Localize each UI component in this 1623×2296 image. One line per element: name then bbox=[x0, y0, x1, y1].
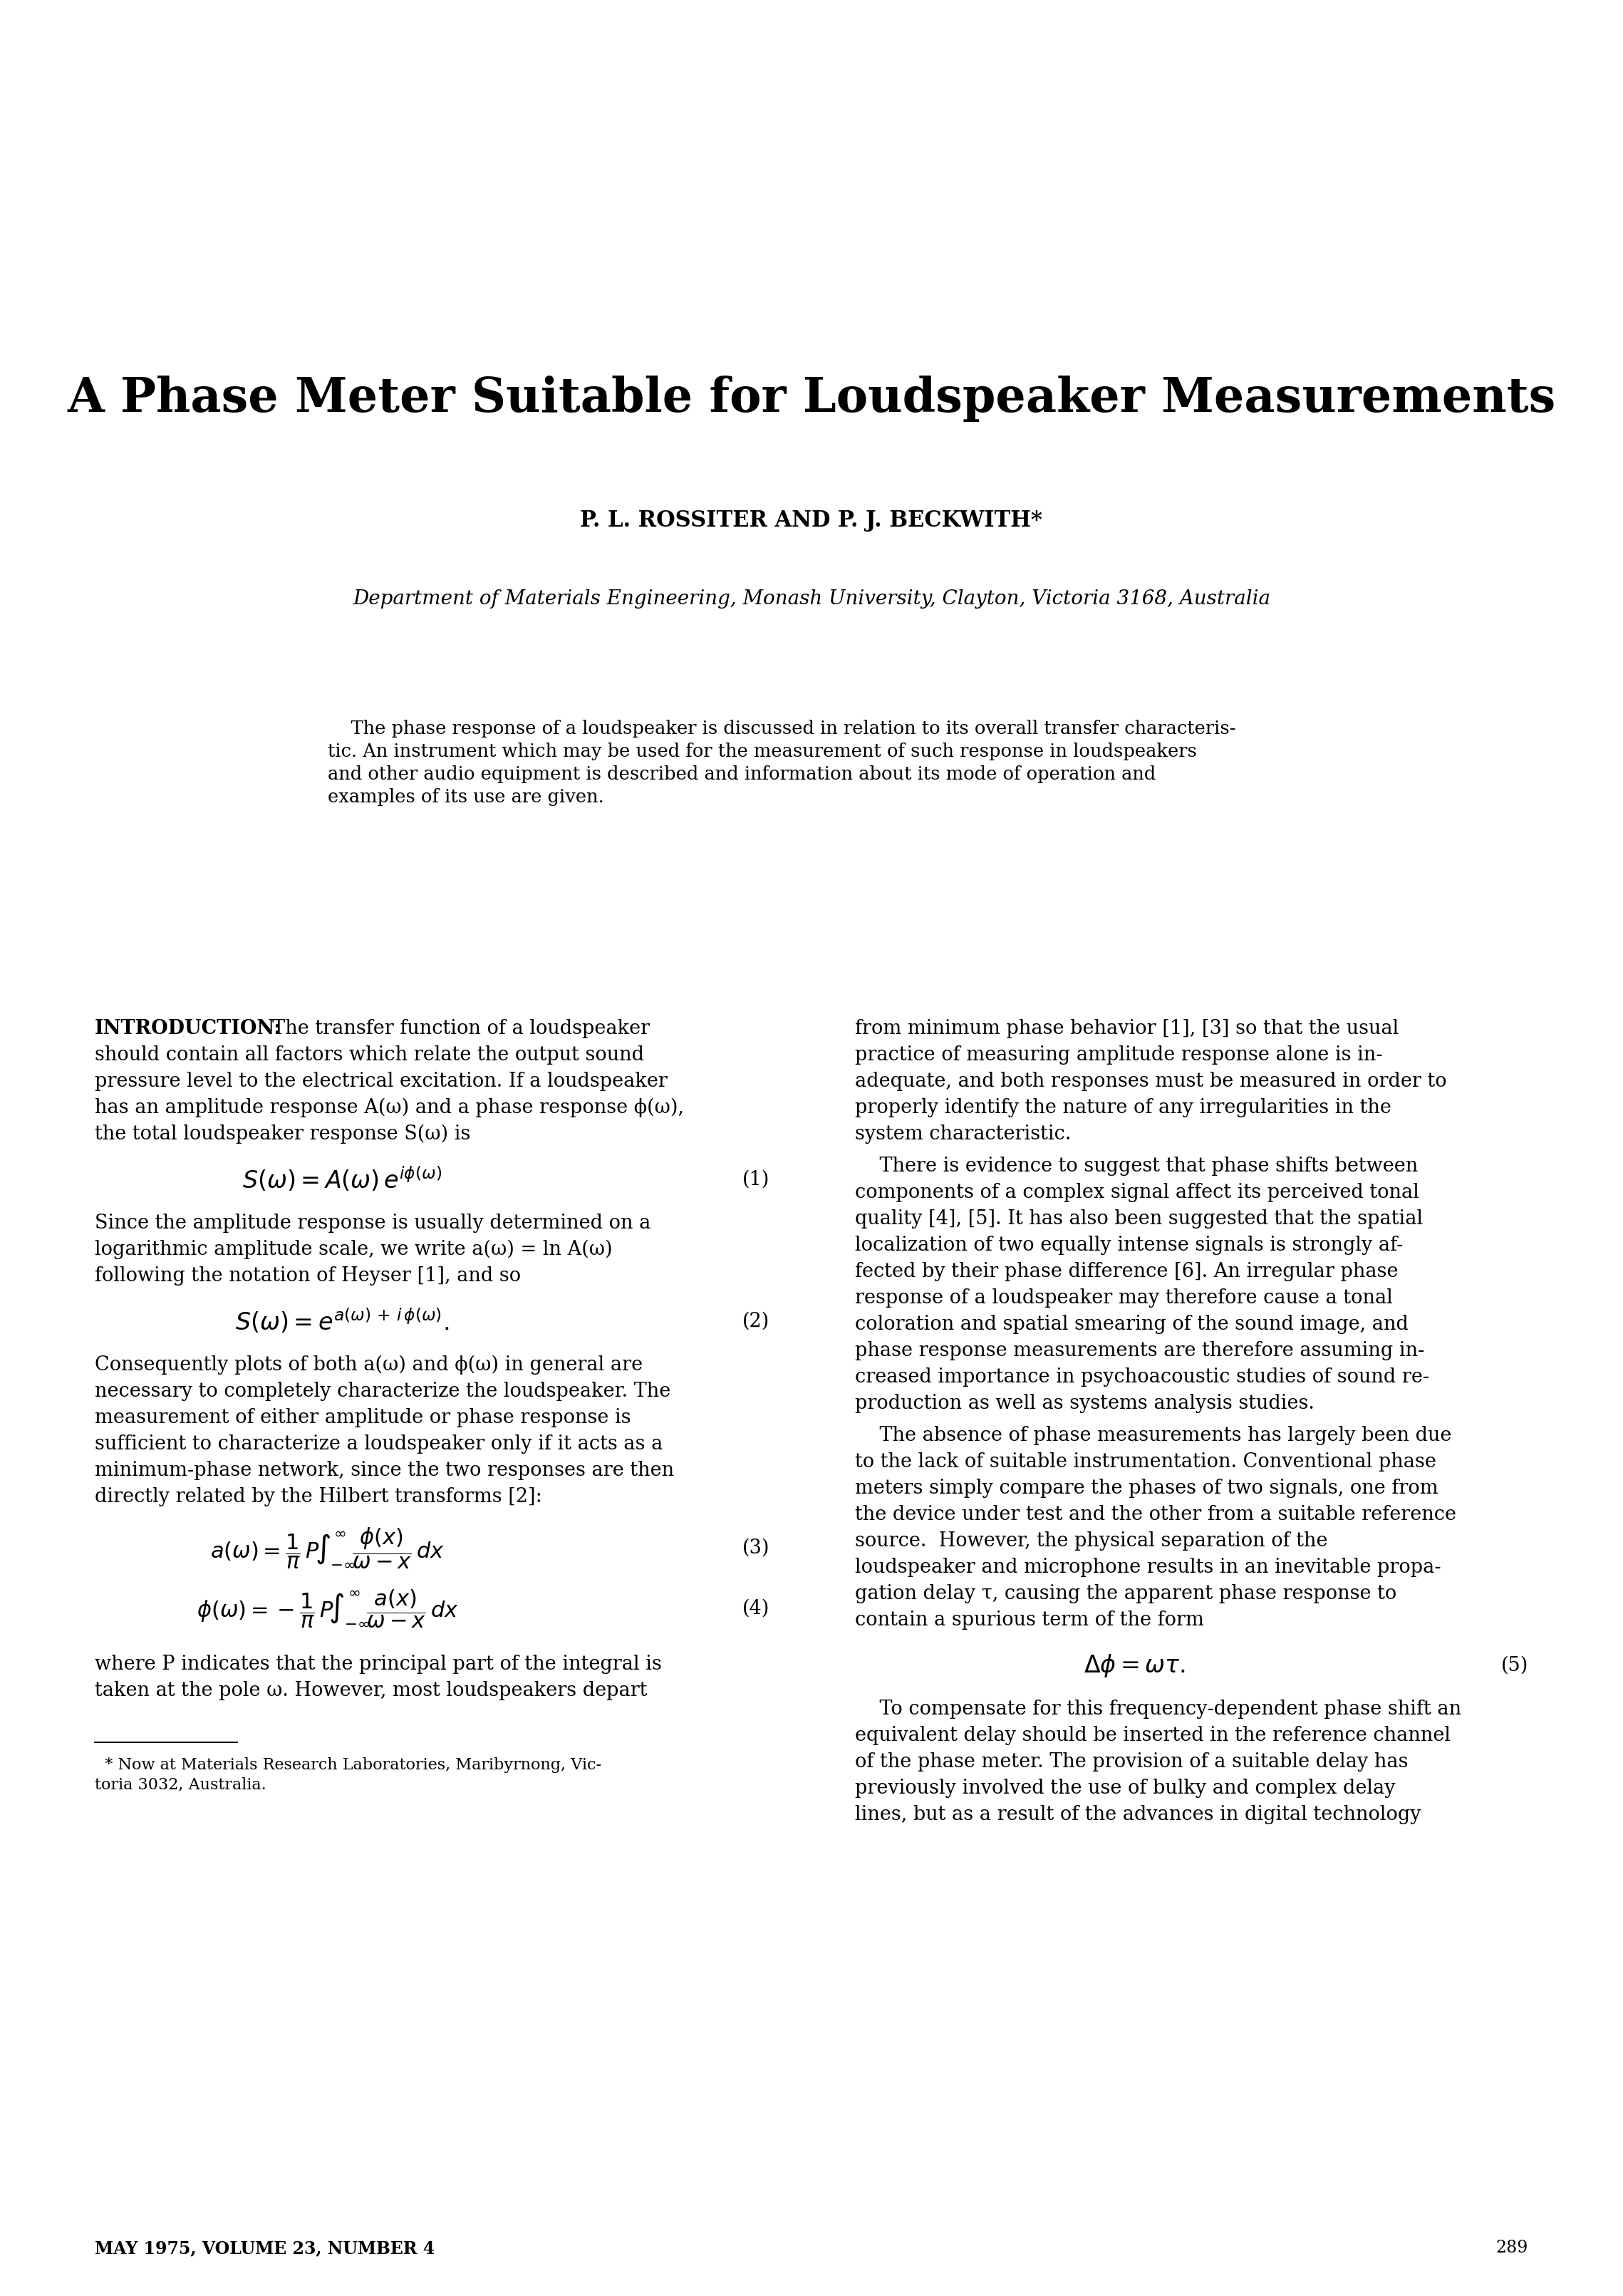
Text: (4): (4) bbox=[742, 1598, 769, 1616]
Text: adequate, and both responses must be measured in order to: adequate, and both responses must be mea… bbox=[855, 1072, 1446, 1091]
Text: $S(\omega) = e^{a(\omega)\,+\,i\,\phi(\omega)}.$: $S(\omega) = e^{a(\omega)\,+\,i\,\phi(\o… bbox=[235, 1306, 450, 1334]
Text: creased importance in psychoacoustic studies of sound re-: creased importance in psychoacoustic stu… bbox=[855, 1366, 1430, 1387]
Text: minimum-phase network, since the two responses are then: minimum-phase network, since the two res… bbox=[94, 1460, 674, 1479]
Text: system characteristic.: system characteristic. bbox=[855, 1125, 1071, 1143]
Text: equivalent delay should be inserted in the reference channel: equivalent delay should be inserted in t… bbox=[855, 1724, 1451, 1745]
Text: fected by their phase difference [6]. An irregular phase: fected by their phase difference [6]. An… bbox=[855, 1261, 1399, 1281]
Text: where P indicates that the principal part of the integral is: where P indicates that the principal par… bbox=[94, 1653, 662, 1674]
Text: lines, but as a result of the advances in digital technology: lines, but as a result of the advances i… bbox=[855, 1805, 1422, 1823]
Text: Since the amplitude response is usually determined on a: Since the amplitude response is usually … bbox=[94, 1212, 651, 1233]
Text: * Now at Materials Research Laboratories, Maribyrnong, Vic-: * Now at Materials Research Laboratories… bbox=[94, 1756, 602, 1773]
Text: source.  However, the physical separation of the: source. However, the physical separation… bbox=[855, 1531, 1328, 1550]
Text: practice of measuring amplitude response alone is in-: practice of measuring amplitude response… bbox=[855, 1045, 1383, 1065]
Text: To compensate for this frequency-dependent phase shift an: To compensate for this frequency-depende… bbox=[855, 1699, 1461, 1717]
Text: sufficient to characterize a loudspeaker only if it acts as a: sufficient to characterize a loudspeaker… bbox=[94, 1435, 662, 1453]
Text: response of a loudspeaker may therefore cause a tonal: response of a loudspeaker may therefore … bbox=[855, 1288, 1393, 1306]
Text: MAY 1975, VOLUME 23, NUMBER 4: MAY 1975, VOLUME 23, NUMBER 4 bbox=[94, 2239, 435, 2257]
Text: A Phase Meter Suitable for Loudspeaker Measurements: A Phase Meter Suitable for Loudspeaker M… bbox=[67, 377, 1556, 422]
Text: phase response measurements are therefore assuming in-: phase response measurements are therefor… bbox=[855, 1341, 1425, 1359]
Text: (5): (5) bbox=[1501, 1655, 1529, 1674]
Text: contain a spurious term of the form: contain a spurious term of the form bbox=[855, 1609, 1204, 1630]
Text: toria 3032, Australia.: toria 3032, Australia. bbox=[94, 1777, 266, 1791]
Text: necessary to completely characterize the loudspeaker. The: necessary to completely characterize the… bbox=[94, 1382, 670, 1401]
Text: previously involved the use of bulky and complex delay: previously involved the use of bulky and… bbox=[855, 1777, 1396, 1798]
Text: $\Delta\phi = \omega\tau.$: $\Delta\phi = \omega\tau.$ bbox=[1083, 1651, 1185, 1678]
Text: $\phi(\omega) = -\dfrac{1}{\pi}\,P\!\int_{-\infty}^{\infty}\!\dfrac{a(x)}{\omega: $\phi(\omega) = -\dfrac{1}{\pi}\,P\!\int… bbox=[196, 1589, 459, 1628]
Text: taken at the pole ω. However, most loudspeakers depart: taken at the pole ω. However, most louds… bbox=[94, 1681, 648, 1699]
Text: properly identify the nature of any irregularities in the: properly identify the nature of any irre… bbox=[855, 1097, 1391, 1118]
Text: has an amplitude response A(ω) and a phase response ϕ(ω),: has an amplitude response A(ω) and a pha… bbox=[94, 1097, 683, 1118]
Text: examples of its use are given.: examples of its use are given. bbox=[328, 788, 604, 806]
Text: from minimum phase behavior [1], [3] so that the usual: from minimum phase behavior [1], [3] so … bbox=[855, 1019, 1399, 1038]
Text: Department of Materials Engineering, Monash University, Clayton, Victoria 3168, : Department of Materials Engineering, Mon… bbox=[352, 588, 1271, 608]
Text: INTRODUCTION:: INTRODUCTION: bbox=[94, 1019, 282, 1038]
Text: 289: 289 bbox=[1496, 2239, 1529, 2255]
Text: pressure level to the electrical excitation. If a loudspeaker: pressure level to the electrical excitat… bbox=[94, 1072, 667, 1091]
Text: gation delay τ, causing the apparent phase response to: gation delay τ, causing the apparent pha… bbox=[855, 1584, 1397, 1603]
Text: and other audio equipment is described and information about its mode of operati: and other audio equipment is described a… bbox=[328, 765, 1156, 783]
Text: The absence of phase measurements has largely been due: The absence of phase measurements has la… bbox=[855, 1426, 1451, 1444]
Text: localization of two equally intense signals is strongly af-: localization of two equally intense sign… bbox=[855, 1235, 1404, 1254]
Text: to the lack of suitable instrumentation. Conventional phase: to the lack of suitable instrumentation.… bbox=[855, 1451, 1436, 1472]
Text: The transfer function of a loudspeaker: The transfer function of a loudspeaker bbox=[260, 1019, 649, 1038]
Text: the device under test and the other from a suitable reference: the device under test and the other from… bbox=[855, 1504, 1456, 1525]
Text: production as well as systems analysis studies.: production as well as systems analysis s… bbox=[855, 1394, 1315, 1412]
Text: Consequently plots of both a(ω) and ϕ(ω) in general are: Consequently plots of both a(ω) and ϕ(ω)… bbox=[94, 1355, 643, 1375]
Text: The phase response of a loudspeaker is discussed in relation to its overall tran: The phase response of a loudspeaker is d… bbox=[328, 719, 1235, 737]
Text: components of a complex signal affect its perceived tonal: components of a complex signal affect it… bbox=[855, 1182, 1419, 1201]
Text: directly related by the Hilbert transforms [2]:: directly related by the Hilbert transfor… bbox=[94, 1488, 542, 1506]
Text: measurement of either amplitude or phase response is: measurement of either amplitude or phase… bbox=[94, 1407, 631, 1426]
Text: P. L. ROSSITER AND P. J. BECKWITH*: P. L. ROSSITER AND P. J. BECKWITH* bbox=[581, 510, 1042, 530]
Text: (2): (2) bbox=[742, 1311, 769, 1329]
Text: There is evidence to suggest that phase shifts between: There is evidence to suggest that phase … bbox=[855, 1157, 1419, 1176]
Text: logarithmic amplitude scale, we write a(ω) = ln A(ω): logarithmic amplitude scale, we write a(… bbox=[94, 1240, 612, 1258]
Text: $S(\omega) = A(\omega)\, e^{i\phi(\omega)}$: $S(\omega) = A(\omega)\, e^{i\phi(\omega… bbox=[242, 1164, 441, 1194]
Text: meters simply compare the phases of two signals, one from: meters simply compare the phases of two … bbox=[855, 1479, 1438, 1497]
Text: the total loudspeaker response S(ω) is: the total loudspeaker response S(ω) is bbox=[94, 1125, 471, 1143]
Text: following the notation of Heyser [1], and so: following the notation of Heyser [1], an… bbox=[94, 1265, 521, 1286]
Text: quality [4], [5]. It has also been suggested that the spatial: quality [4], [5]. It has also been sugge… bbox=[855, 1210, 1423, 1228]
Text: should contain all factors which relate the output sound: should contain all factors which relate … bbox=[94, 1045, 644, 1065]
Text: tic. An instrument which may be used for the measurement of such response in lou: tic. An instrument which may be used for… bbox=[328, 742, 1196, 760]
Text: (1): (1) bbox=[742, 1169, 769, 1189]
Text: (3): (3) bbox=[742, 1538, 769, 1557]
Text: $a(\omega) = \dfrac{1}{\pi}\,P\!\int_{-\infty}^{\infty}\!\dfrac{\phi(x)}{\omega-: $a(\omega) = \dfrac{1}{\pi}\,P\!\int_{-\… bbox=[211, 1527, 445, 1568]
Text: loudspeaker and microphone results in an inevitable propa-: loudspeaker and microphone results in an… bbox=[855, 1557, 1441, 1577]
Text: of the phase meter. The provision of a suitable delay has: of the phase meter. The provision of a s… bbox=[855, 1752, 1409, 1770]
Text: coloration and spatial smearing of the sound image, and: coloration and spatial smearing of the s… bbox=[855, 1313, 1409, 1334]
